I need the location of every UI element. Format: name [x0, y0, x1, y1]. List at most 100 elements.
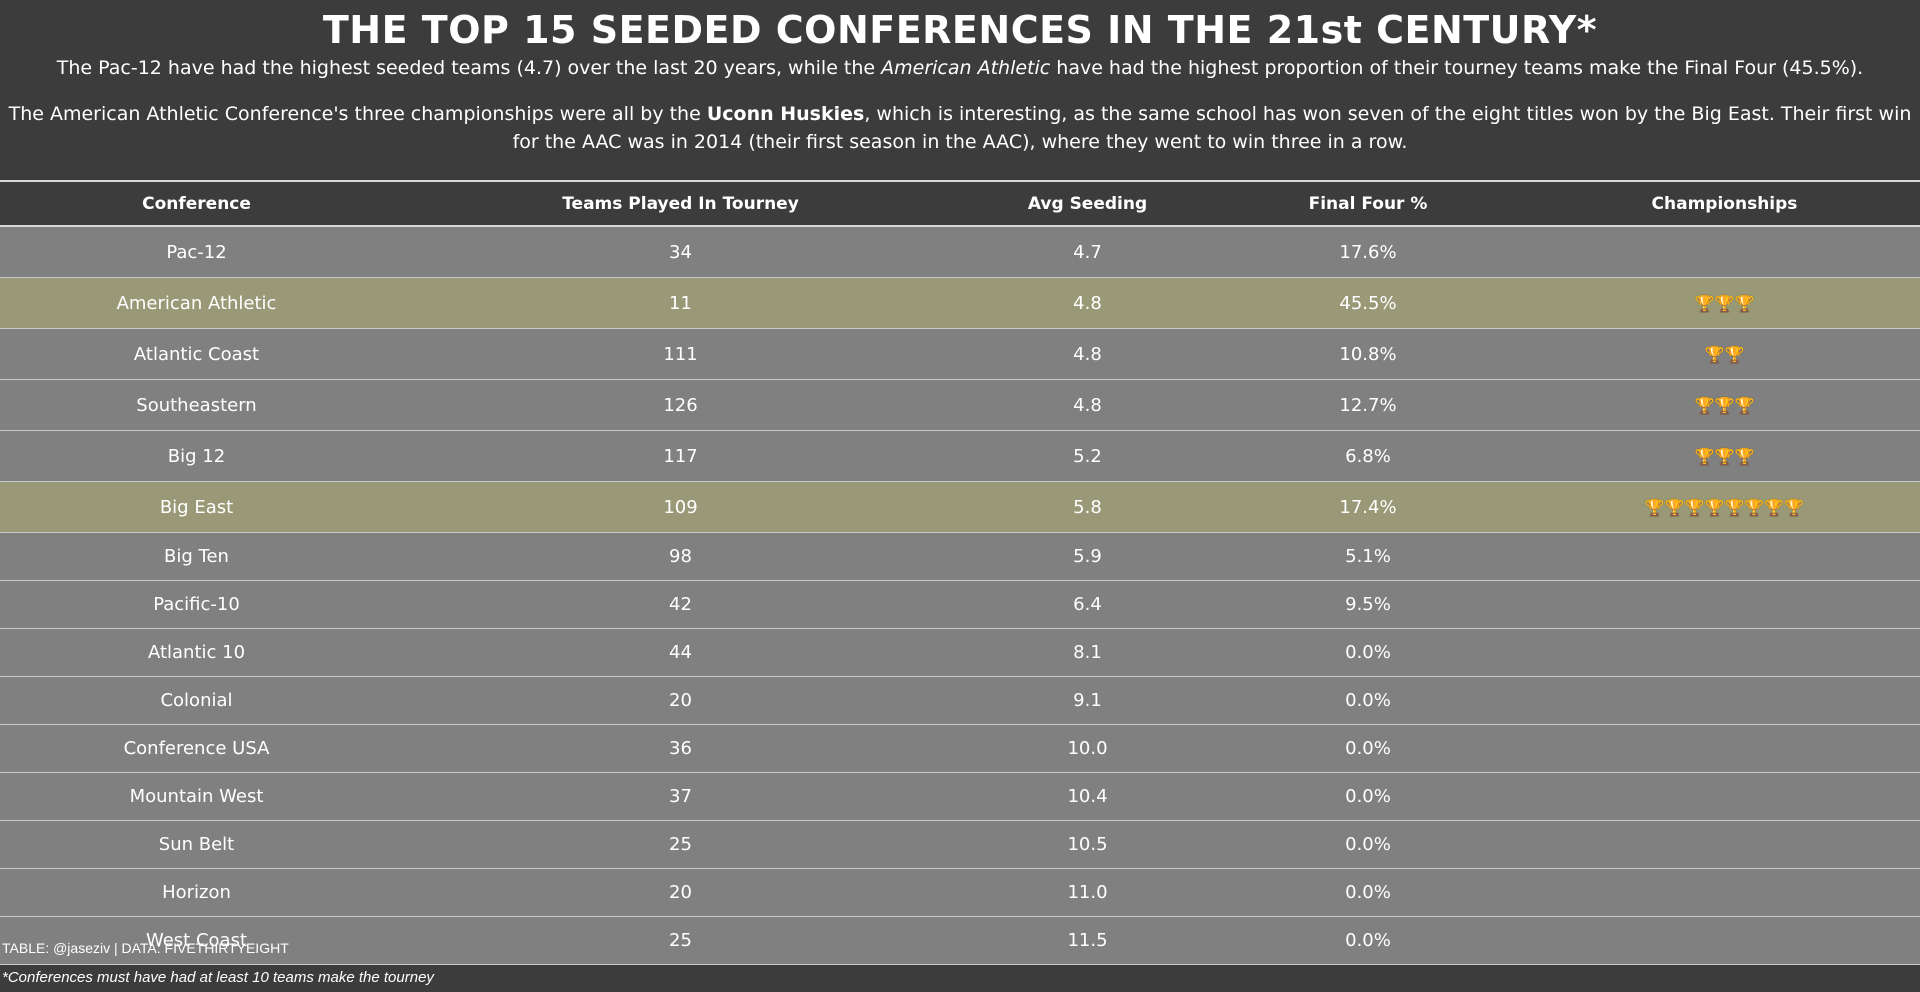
subtitle-2-text-end: , which is interesting, as the same scho… — [512, 103, 1912, 153]
conference-cell: Conference USA — [0, 724, 393, 773]
conference-cell: Mountain West — [0, 772, 393, 821]
conference-cell: Colonial — [0, 676, 393, 725]
conference-cell: Big 12 — [0, 430, 393, 482]
teams-cell: 25 — [393, 916, 968, 965]
subtitle-1-text-end: have had the highest proportion of their… — [1050, 57, 1864, 79]
final-four-cell: 0.0% — [1207, 772, 1529, 821]
championships-cell — [1529, 580, 1920, 629]
seeding-cell: 4.8 — [968, 328, 1207, 380]
championships-cell — [1529, 868, 1920, 917]
trophy-icon: 🏆 — [1694, 293, 1715, 313]
final-four-cell: 17.6% — [1207, 226, 1529, 278]
championships-cell — [1529, 226, 1920, 278]
seeding-cell: 11.0 — [968, 868, 1207, 917]
trophy-icon: 🏆 — [1694, 395, 1715, 415]
seeding-cell: 10.0 — [968, 724, 1207, 773]
source-credit: TABLE: @jaseziv | DATA: FIVETHIRTYEIGHT — [2, 940, 289, 956]
final-four-cell: 0.0% — [1207, 916, 1529, 965]
championships-cell — [1529, 532, 1920, 581]
column-header-conference: Conference — [0, 180, 393, 227]
table-header: Conference Teams Played In Tourney Avg S… — [0, 180, 1920, 227]
championships-cell — [1529, 676, 1920, 725]
trophy-icon: 🏆 — [1724, 344, 1745, 364]
table-row: Sun Belt 25 10.5 0.0% — [0, 820, 1920, 869]
trophy-icon: 🏆 — [1784, 497, 1805, 517]
seeding-cell: 6.4 — [968, 580, 1207, 629]
final-four-cell: 0.0% — [1207, 676, 1529, 725]
column-header-final-four: Final Four % — [1207, 180, 1529, 227]
championships-cell — [1529, 628, 1920, 677]
final-four-cell: 12.7% — [1207, 379, 1529, 431]
table-row: West Coast 25 11.5 0.0% — [0, 916, 1920, 965]
conference-cell: Pac-12 — [0, 226, 393, 278]
trophy-icon: 🏆 — [1714, 293, 1735, 313]
seeding-cell: 10.5 — [968, 820, 1207, 869]
header-row: Conference Teams Played In Tourney Avg S… — [0, 180, 1920, 227]
seeding-cell: 5.8 — [968, 481, 1207, 533]
championships-cell: 🏆🏆🏆 — [1529, 379, 1920, 431]
final-four-cell: 6.8% — [1207, 430, 1529, 482]
final-four-cell: 0.0% — [1207, 628, 1529, 677]
final-four-cell: 5.1% — [1207, 532, 1529, 581]
seeding-cell: 5.2 — [968, 430, 1207, 482]
final-four-cell: 0.0% — [1207, 820, 1529, 869]
teams-cell: 98 — [393, 532, 968, 581]
championships-cell — [1529, 724, 1920, 773]
teams-cell: 42 — [393, 580, 968, 629]
conference-cell: Big East — [0, 481, 393, 533]
header: THE TOP 15 SEEDED CONFERENCES IN THE 21s… — [0, 0, 1920, 156]
final-four-cell: 0.0% — [1207, 868, 1529, 917]
column-header-teams: Teams Played In Tourney — [393, 180, 968, 227]
seeding-cell: 11.5 — [968, 916, 1207, 965]
table-row: Colonial 20 9.1 0.0% — [0, 676, 1920, 725]
seeding-cell: 10.4 — [968, 772, 1207, 821]
trophy-icon: 🏆 — [1734, 293, 1755, 313]
teams-cell: 109 — [393, 481, 968, 533]
conference-cell: Atlantic Coast — [0, 328, 393, 380]
teams-cell: 34 — [393, 226, 968, 278]
subtitle-2-bold: Uconn Huskies — [706, 103, 865, 125]
championships-cell — [1529, 916, 1920, 965]
teams-cell: 44 — [393, 628, 968, 677]
table-row: Pacific-10 42 6.4 9.5% — [0, 580, 1920, 629]
final-four-cell: 17.4% — [1207, 481, 1529, 533]
table-row: Big East 109 5.8 17.4% 🏆🏆🏆🏆🏆🏆🏆🏆 — [0, 481, 1920, 533]
subtitle-line-1: The Pac-12 have had the highest seeded t… — [8, 54, 1912, 82]
table-row: American Athletic 11 4.8 45.5% 🏆🏆🏆 — [0, 277, 1920, 329]
conference-cell: West Coast — [0, 916, 393, 965]
trophy-icon: 🏆 — [1714, 395, 1735, 415]
table-row: Big 12 117 5.2 6.8% 🏆🏆🏆 — [0, 430, 1920, 482]
conference-cell: Pacific-10 — [0, 580, 393, 629]
table-row: Horizon 20 11.0 0.0% — [0, 868, 1920, 917]
trophy-icon: 🏆 — [1704, 344, 1725, 364]
teams-cell: 37 — [393, 772, 968, 821]
subtitle-line-2: The American Athletic Conference's three… — [8, 100, 1912, 156]
teams-cell: 117 — [393, 430, 968, 482]
final-four-cell: 0.0% — [1207, 724, 1529, 773]
teams-cell: 20 — [393, 868, 968, 917]
column-header-seeding: Avg Seeding — [968, 180, 1207, 227]
table-row: Pac-12 34 4.7 17.6% — [0, 226, 1920, 278]
championships-cell — [1529, 772, 1920, 821]
trophy-icon: 🏆 — [1764, 497, 1785, 517]
seeding-cell: 5.9 — [968, 532, 1207, 581]
trophy-icon: 🏆 — [1704, 497, 1725, 517]
trophy-icon: 🏆 — [1644, 497, 1665, 517]
trophy-icon: 🏆 — [1734, 395, 1755, 415]
teams-cell: 126 — [393, 379, 968, 431]
teams-cell: 25 — [393, 820, 968, 869]
table-body: Pac-12 34 4.7 17.6% American Athletic 11 4.8 45… — [0, 226, 1920, 965]
page-title: THE TOP 15 SEEDED CONFERENCES IN THE 21s… — [322, 8, 1598, 52]
table-row: Atlantic Coast 111 4.8 10.8% 🏆🏆 — [0, 328, 1920, 380]
trophy-icon: 🏆 — [1664, 497, 1685, 517]
trophy-icon: 🏆 — [1734, 446, 1755, 466]
championships-cell — [1529, 820, 1920, 869]
seeding-cell: 4.8 — [968, 379, 1207, 431]
championships-cell: 🏆🏆 — [1529, 328, 1920, 380]
championships-cell: 🏆🏆🏆 — [1529, 430, 1920, 482]
column-header-championships: Championships — [1529, 180, 1920, 227]
seeding-cell: 9.1 — [968, 676, 1207, 725]
championships-cell: 🏆🏆🏆🏆🏆🏆🏆🏆 — [1529, 481, 1920, 533]
championships-cell: 🏆🏆🏆 — [1529, 277, 1920, 329]
final-four-cell: 9.5% — [1207, 580, 1529, 629]
